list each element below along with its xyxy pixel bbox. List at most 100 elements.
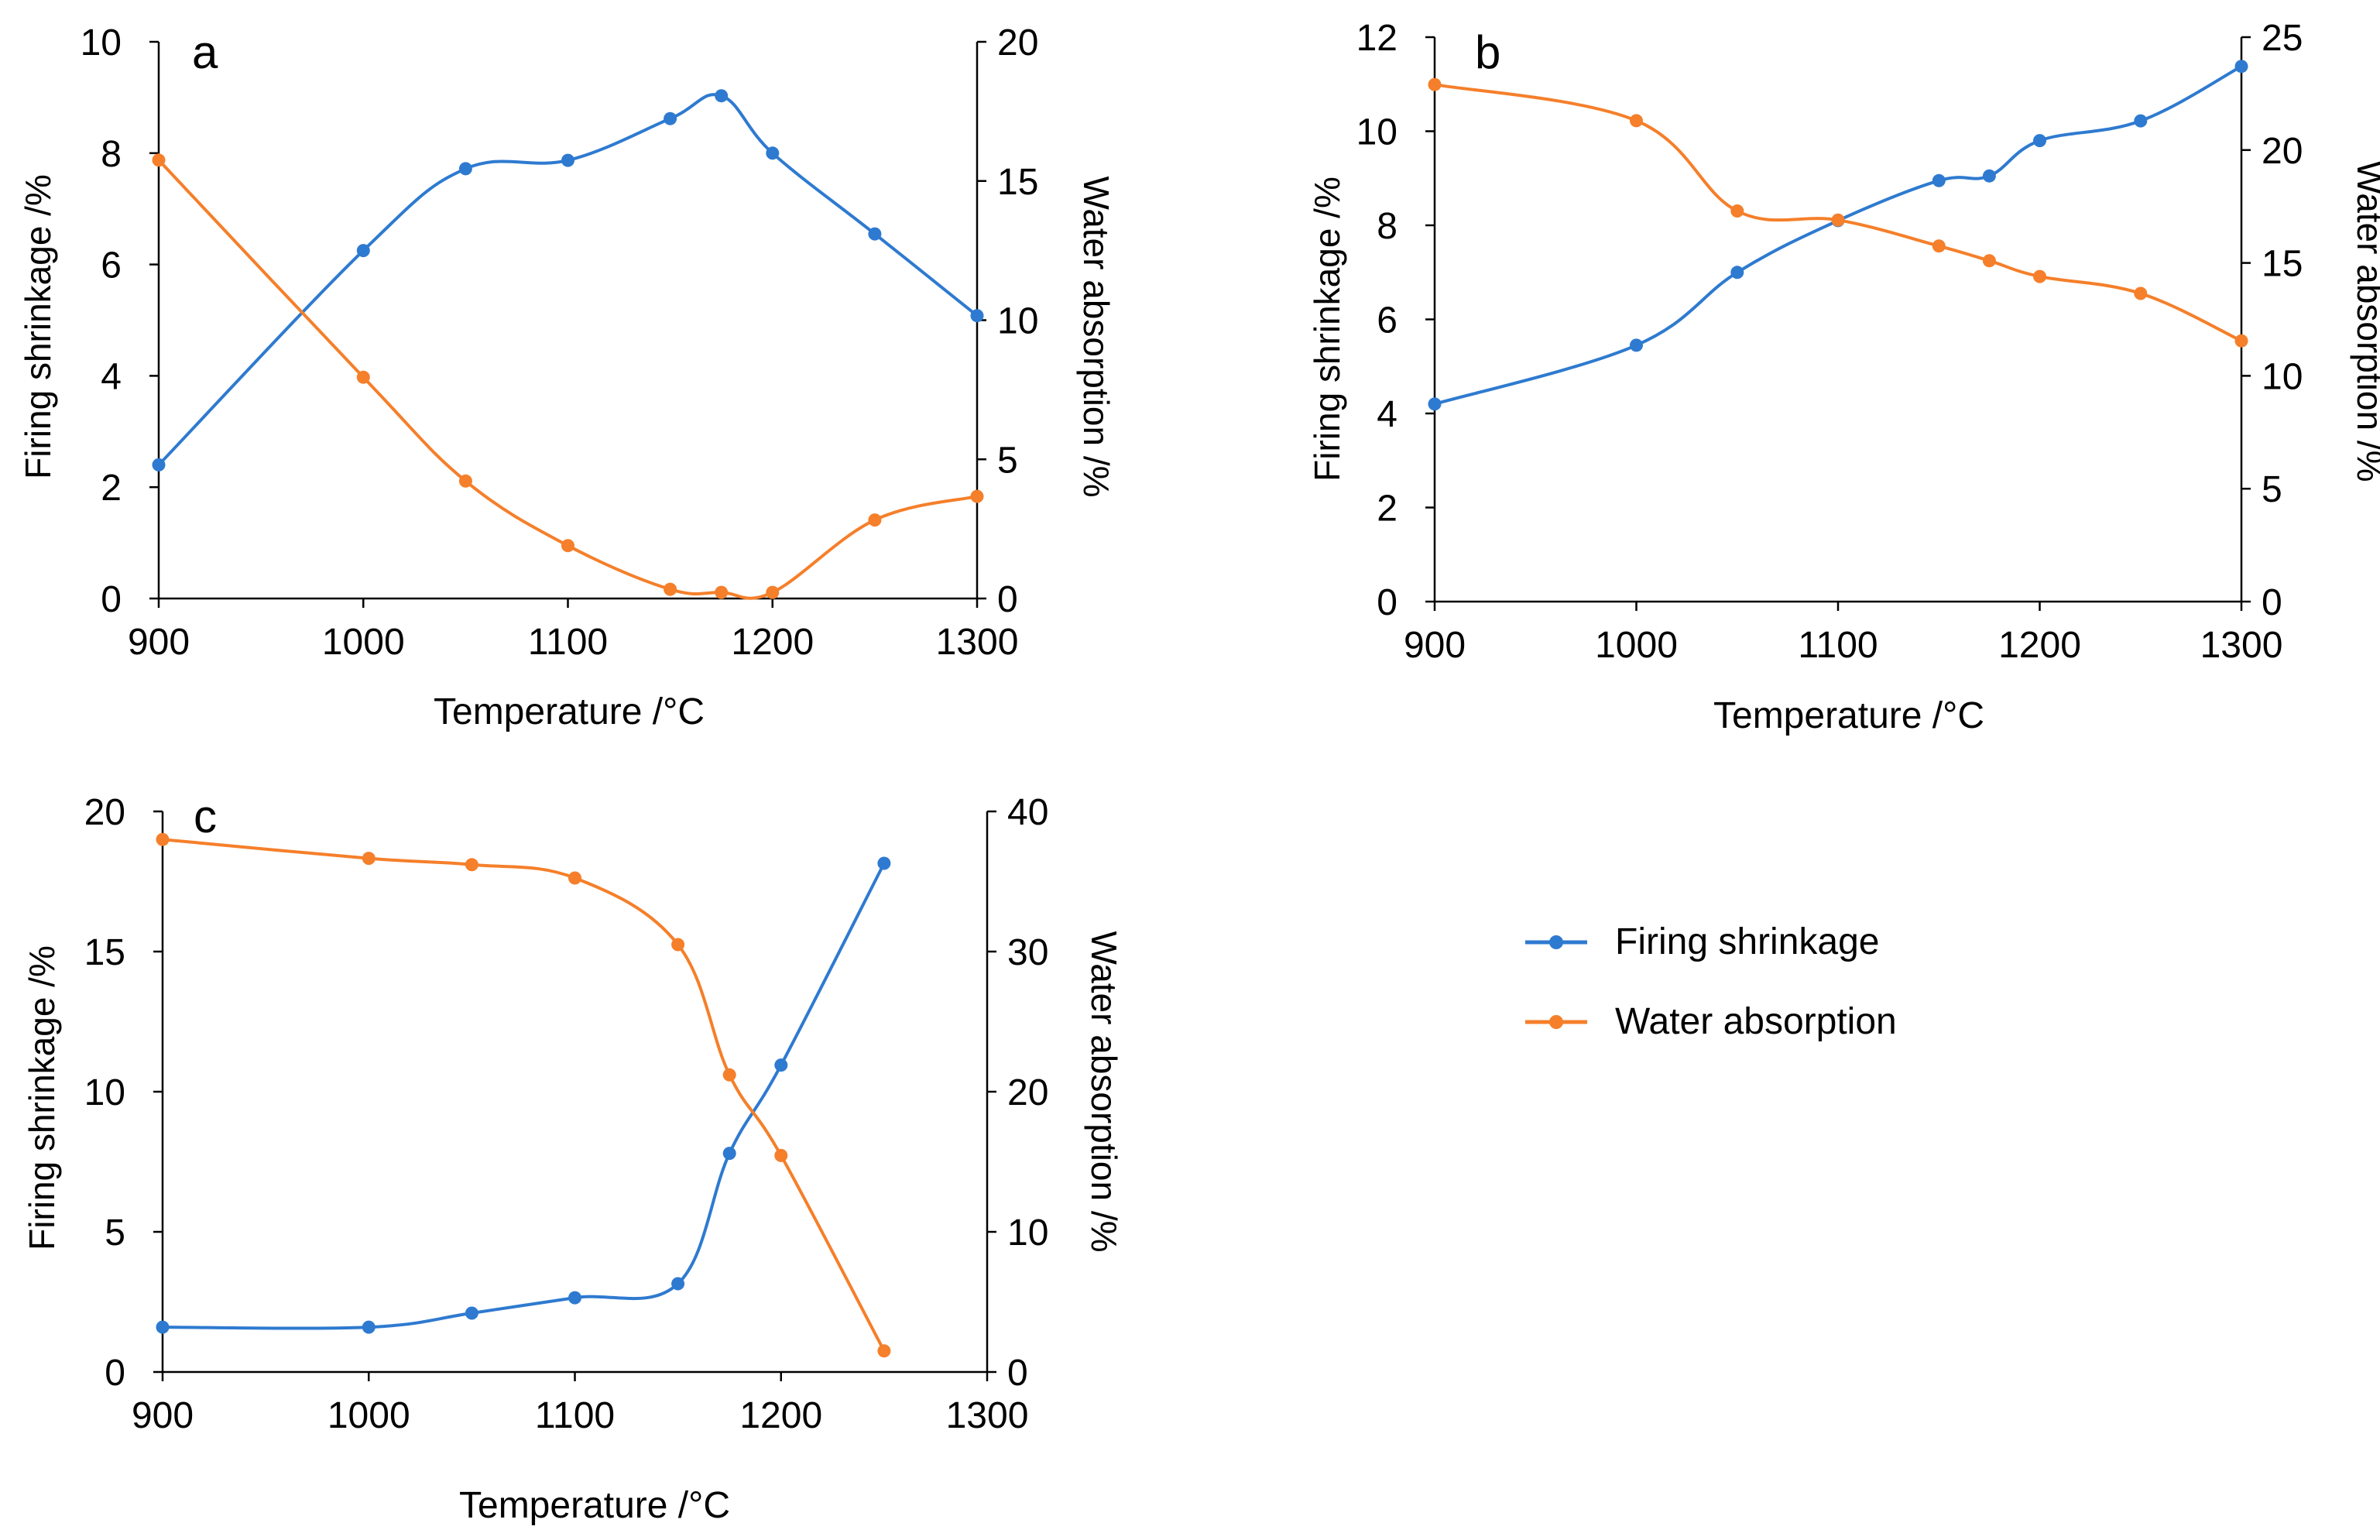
legend-item-water-absorption: Water absorption	[1525, 1001, 1897, 1042]
y2-tick-label-c: 10	[1007, 1212, 1048, 1254]
x-tick-label-b: 1100	[1798, 625, 1878, 666]
panel-label-a: a	[192, 26, 218, 78]
data-point-firing-shrinkage-c	[156, 1320, 170, 1334]
chart-panel-c: c Temperature /°C Firing shrinkage /% Wa…	[22, 791, 1124, 1526]
chart-panel-a: a Temperature /°C Firing shrinkage /% Wa…	[18, 22, 1116, 732]
data-point-water-absorption-c	[362, 852, 376, 866]
x-tick-label-c: 1200	[739, 1395, 822, 1436]
y2-tick-label-c: 40	[1007, 792, 1048, 833]
data-point-firing-shrinkage-c	[774, 1058, 788, 1072]
data-point-firing-shrinkage-a	[970, 309, 984, 323]
series-line-water-absorption-b	[1434, 83, 2242, 343]
data-point-firing-shrinkage-b	[2134, 114, 2148, 128]
y2-tick-label-a: 15	[997, 162, 1038, 203]
legend-marker-water-absorption	[1549, 1015, 1563, 1029]
y-tick-label-a: 0	[101, 579, 122, 620]
series-line-water-absorption-c	[162, 838, 886, 1352]
y-tick-label-a: 2	[101, 468, 122, 509]
y2-tick-label-b: 15	[2262, 244, 2303, 285]
x-axis-title-b: Temperature /°C	[1713, 695, 1984, 736]
x-axis-title-c: Temperature /°C	[459, 1485, 730, 1526]
data-point-firing-shrinkage-c	[568, 1291, 581, 1305]
data-point-firing-shrinkage-b	[1630, 338, 1643, 352]
y-tick-label-b: 12	[1356, 18, 1397, 59]
data-point-water-absorption-c	[465, 858, 478, 872]
x-tick-label-a: 1100	[528, 622, 608, 663]
y2-tick-label-a: 10	[997, 301, 1038, 342]
series-line-firing-shrinkage-a	[157, 93, 979, 466]
data-point-water-absorption-b	[2033, 269, 2046, 283]
data-point-firing-shrinkage-b	[1730, 266, 1744, 280]
data-point-firing-shrinkage-b	[1932, 173, 1946, 187]
y-tick-label-b: 0	[1377, 582, 1397, 623]
data-point-firing-shrinkage-a	[356, 244, 370, 258]
y-tick-label-b: 10	[1356, 112, 1397, 153]
panel-label-c: c	[194, 791, 217, 842]
panel-label-b: b	[1475, 26, 1500, 78]
data-point-water-absorption-c	[774, 1148, 788, 1162]
legend-marker-firing-shrinkage	[1549, 935, 1563, 949]
x-tick-label-c: 1100	[535, 1395, 615, 1436]
y-axis-title-a: Firing shrinkage /%	[18, 174, 58, 479]
data-point-firing-shrinkage-b	[2234, 60, 2248, 74]
x-tick-label-a: 900	[128, 622, 190, 663]
x-tick-label-a: 1200	[731, 622, 814, 663]
y2-tick-label-c: 20	[1007, 1072, 1048, 1113]
y2-tick-label-a: 20	[997, 22, 1038, 63]
data-point-firing-shrinkage-c	[671, 1277, 685, 1291]
data-point-water-absorption-a	[356, 370, 370, 384]
y2-tick-label-a: 5	[997, 440, 1018, 481]
data-point-water-absorption-a	[561, 539, 574, 553]
x-tick-label-b: 900	[1404, 625, 1466, 666]
x-tick-label-c: 900	[132, 1395, 194, 1436]
data-point-water-absorption-a	[970, 489, 984, 503]
series-line-water-absorption-a	[157, 159, 978, 600]
y-tick-label-b: 8	[1377, 206, 1397, 247]
y-tick-label-a: 4	[101, 356, 122, 397]
x-axis-title-a: Temperature /°C	[434, 691, 705, 732]
data-point-firing-shrinkage-a	[766, 146, 780, 160]
y-tick-label-c: 0	[105, 1353, 125, 1394]
y-tick-label-a: 6	[101, 245, 122, 286]
data-point-water-absorption-c	[671, 938, 685, 952]
y-tick-label-b: 2	[1377, 489, 1397, 530]
y-tick-label-b: 6	[1377, 300, 1397, 341]
data-point-firing-shrinkage-b	[1982, 169, 1996, 183]
data-point-water-absorption-c	[156, 832, 170, 846]
data-point-water-absorption-b	[1831, 213, 1845, 227]
y2-tick-label-b: 5	[2262, 469, 2282, 510]
data-point-water-absorption-b	[1428, 77, 1442, 91]
y-tick-label-c: 10	[84, 1072, 125, 1113]
y2-tick-label-b: 0	[2262, 582, 2282, 623]
y2-tick-label-b: 10	[2262, 356, 2303, 397]
data-point-water-absorption-a	[868, 513, 882, 527]
data-point-water-absorption-c	[877, 1344, 891, 1358]
data-point-water-absorption-b	[1982, 254, 1996, 268]
data-point-firing-shrinkage-c	[877, 856, 891, 870]
data-point-firing-shrinkage-c	[722, 1147, 736, 1161]
x-tick-label-c: 1000	[328, 1395, 410, 1436]
y-tick-label-c: 5	[105, 1212, 125, 1254]
y-tick-label-b: 4	[1377, 394, 1397, 435]
y2-axis-title-a: Water absorption /%	[1076, 176, 1116, 497]
data-point-water-absorption-b	[1932, 239, 1946, 253]
y2-tick-label-c: 30	[1007, 932, 1048, 973]
x-tick-label-b: 1300	[2200, 625, 2283, 666]
legend-item-firing-shrinkage: Firing shrinkage	[1525, 921, 1879, 962]
x-tick-label-a: 1000	[322, 622, 405, 663]
series-line-firing-shrinkage-c	[162, 863, 886, 1330]
data-point-firing-shrinkage-a	[715, 89, 729, 103]
data-point-firing-shrinkage-a	[868, 227, 882, 241]
data-point-water-absorption-a	[458, 474, 472, 488]
x-tick-label-a: 1300	[936, 622, 1019, 663]
y2-tick-label-b: 25	[2262, 18, 2303, 59]
chart-legend: Firing shrinkage Water absorption	[1525, 921, 1897, 1042]
data-point-water-absorption-c	[568, 871, 581, 885]
y-axis-title-c: Firing shrinkage /%	[22, 945, 62, 1250]
legend-label-firing-shrinkage: Firing shrinkage	[1615, 921, 1879, 962]
x-tick-label-b: 1200	[1998, 625, 2081, 666]
data-point-firing-shrinkage-a	[561, 153, 574, 167]
series-line-firing-shrinkage-b	[1434, 64, 2242, 406]
y2-tick-label-c: 0	[1007, 1353, 1028, 1394]
